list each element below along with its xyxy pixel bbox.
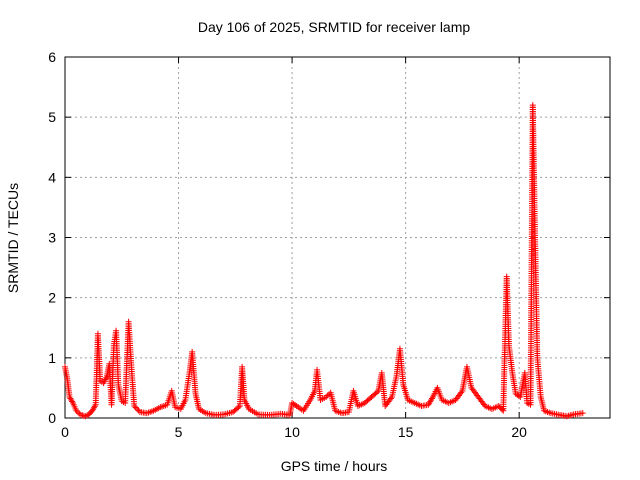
grid-lines: [65, 57, 610, 418]
data-point: [235, 404, 242, 411]
x-tick-label: 0: [61, 424, 69, 440]
y-tick-label: 2: [48, 290, 56, 306]
data-point: [134, 405, 141, 412]
y-tick-label: 6: [48, 49, 56, 65]
x-tick-label: 10: [284, 424, 300, 440]
x-axis-label: GPS time / hours: [281, 458, 388, 474]
data-point: [132, 404, 139, 411]
y-tick-label: 4: [48, 169, 56, 185]
x-tick-label: 5: [175, 424, 183, 440]
y-tick-label: 0: [48, 410, 56, 426]
data-point: [374, 389, 381, 396]
data-points: [62, 102, 586, 420]
x-tick-label: 20: [511, 424, 527, 440]
data-point: [499, 406, 506, 413]
chart-title: Day 106 of 2025, SRMTID for receiver lam…: [198, 19, 471, 35]
y-tick-label: 1: [48, 350, 56, 366]
data-point: [579, 410, 586, 417]
y-axis-ticks: 0 1 2 3 4 5 6: [48, 49, 610, 426]
x-tick-label: 15: [398, 424, 414, 440]
y-axis-label: SRMTID / TECUs: [5, 183, 21, 293]
y-tick-label: 3: [48, 230, 56, 246]
y-tick-label: 5: [48, 109, 56, 125]
